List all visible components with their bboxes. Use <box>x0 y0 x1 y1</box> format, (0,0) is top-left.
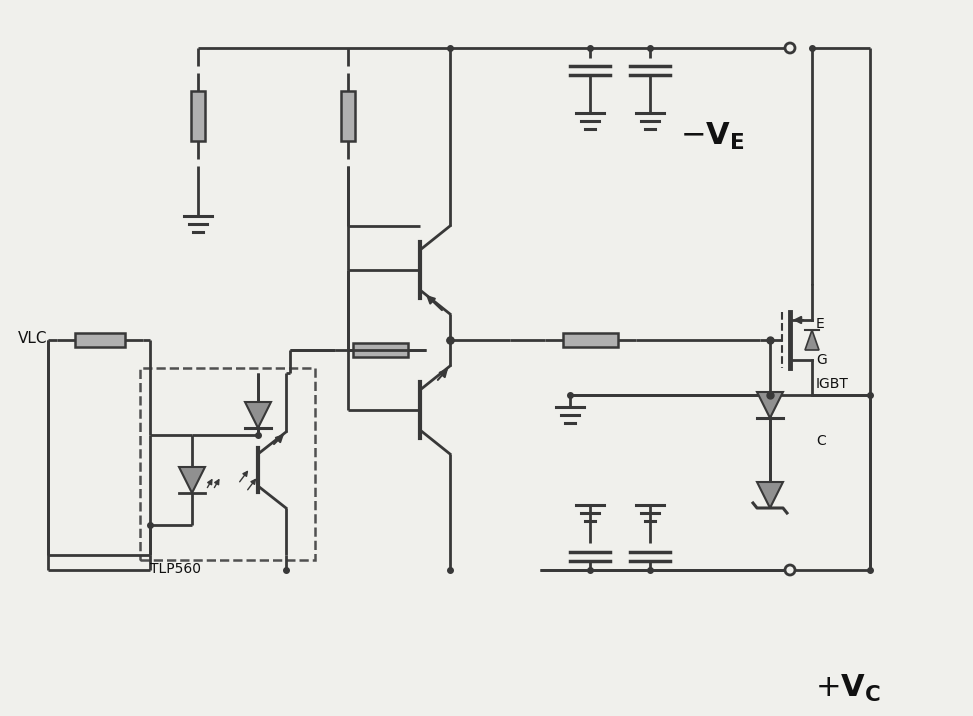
Bar <box>341 91 355 141</box>
Circle shape <box>785 43 795 53</box>
Circle shape <box>785 565 795 575</box>
Text: C: C <box>816 434 826 448</box>
Bar <box>352 343 408 357</box>
Bar <box>140 368 315 560</box>
Bar <box>75 333 125 347</box>
Text: G: G <box>816 353 827 367</box>
Polygon shape <box>757 392 783 418</box>
Text: E: E <box>816 317 825 331</box>
Text: TLP560: TLP560 <box>150 562 201 576</box>
Bar <box>562 333 618 347</box>
Polygon shape <box>179 467 205 493</box>
Text: IGBT: IGBT <box>816 377 848 391</box>
Polygon shape <box>245 402 271 428</box>
Text: $+\mathbf{V}_{\mathbf{C}}$: $+\mathbf{V}_{\mathbf{C}}$ <box>815 673 881 704</box>
Text: VLC: VLC <box>18 331 48 346</box>
Polygon shape <box>805 330 819 350</box>
Bar <box>191 91 205 141</box>
Polygon shape <box>757 482 783 508</box>
Text: $-\mathbf{V}_{\mathbf{E}}$: $-\mathbf{V}_{\mathbf{E}}$ <box>680 121 744 152</box>
